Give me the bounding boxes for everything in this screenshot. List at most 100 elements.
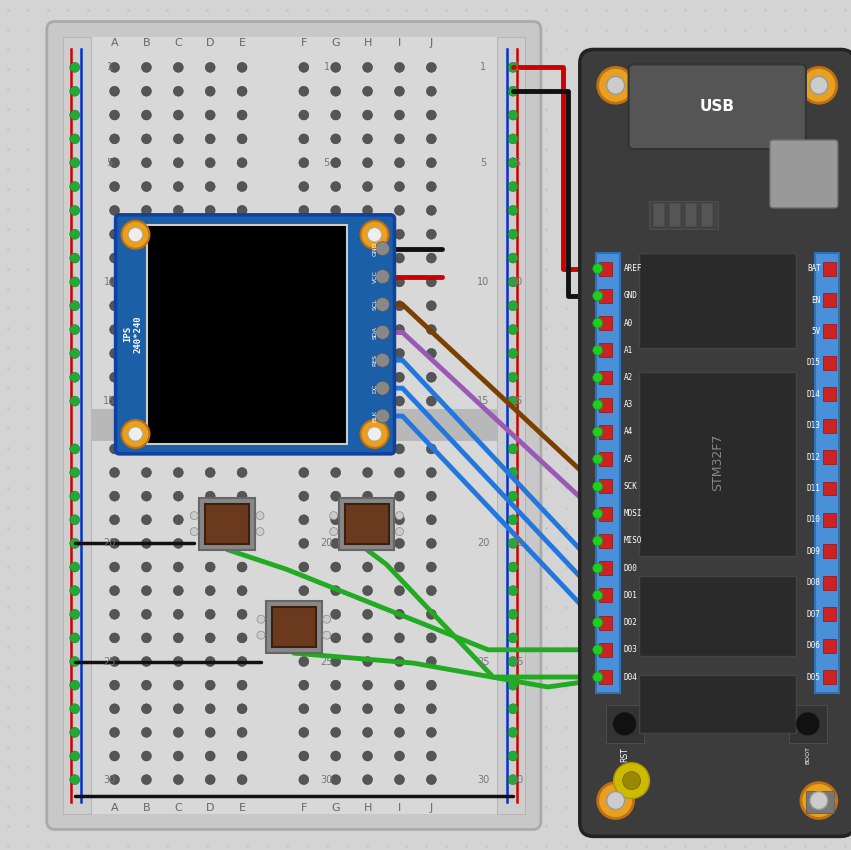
Circle shape	[508, 206, 518, 215]
Text: A: A	[111, 38, 118, 48]
Circle shape	[70, 62, 80, 72]
Text: 1: 1	[514, 62, 520, 72]
Circle shape	[508, 230, 518, 239]
Circle shape	[205, 62, 215, 72]
Circle shape	[363, 728, 373, 737]
Text: D05: D05	[807, 672, 821, 682]
Text: 15: 15	[321, 396, 333, 406]
Circle shape	[174, 538, 183, 548]
Text: 5: 5	[323, 158, 330, 167]
Circle shape	[237, 230, 247, 239]
Text: D14: D14	[807, 390, 821, 399]
Circle shape	[592, 427, 603, 437]
Circle shape	[396, 528, 403, 536]
Circle shape	[256, 528, 264, 536]
Circle shape	[363, 206, 373, 215]
Circle shape	[331, 277, 340, 287]
Circle shape	[426, 728, 437, 737]
Circle shape	[205, 586, 215, 596]
Circle shape	[426, 538, 437, 548]
Text: 25: 25	[321, 656, 333, 666]
Text: D04: D04	[624, 672, 637, 682]
Circle shape	[237, 444, 247, 454]
Text: D01: D01	[624, 591, 637, 600]
Circle shape	[129, 427, 142, 441]
Circle shape	[237, 728, 247, 737]
Circle shape	[205, 538, 215, 548]
Circle shape	[508, 134, 518, 144]
Circle shape	[368, 228, 381, 241]
Text: RES: RES	[373, 354, 378, 366]
Circle shape	[426, 134, 437, 144]
Circle shape	[174, 62, 183, 72]
Circle shape	[237, 751, 247, 761]
Circle shape	[237, 491, 247, 501]
Circle shape	[395, 609, 404, 620]
Circle shape	[375, 326, 390, 339]
Circle shape	[110, 774, 119, 785]
Circle shape	[70, 253, 80, 263]
Circle shape	[174, 230, 183, 239]
Circle shape	[70, 206, 80, 215]
Circle shape	[205, 134, 215, 144]
Circle shape	[426, 656, 437, 666]
Circle shape	[592, 345, 603, 355]
Circle shape	[331, 491, 340, 501]
Text: H: H	[363, 802, 372, 813]
Circle shape	[299, 444, 309, 454]
Circle shape	[508, 751, 518, 761]
Circle shape	[141, 538, 151, 548]
Circle shape	[331, 396, 340, 406]
Circle shape	[508, 538, 518, 548]
Text: D12: D12	[807, 452, 821, 462]
Circle shape	[205, 491, 215, 501]
Text: USB: USB	[700, 99, 734, 114]
FancyBboxPatch shape	[629, 65, 806, 149]
Circle shape	[508, 656, 518, 666]
Circle shape	[508, 444, 518, 454]
Bar	[823, 293, 836, 307]
Text: D00: D00	[624, 564, 637, 573]
Circle shape	[110, 468, 119, 478]
Text: D02: D02	[624, 618, 637, 627]
Circle shape	[141, 774, 151, 785]
Circle shape	[592, 618, 603, 627]
Circle shape	[70, 158, 80, 167]
Circle shape	[70, 230, 80, 239]
Text: 20: 20	[477, 538, 489, 548]
Text: D11: D11	[807, 484, 821, 493]
Text: 1: 1	[106, 62, 112, 72]
Circle shape	[613, 712, 637, 736]
Text: D08: D08	[807, 578, 821, 587]
Circle shape	[508, 633, 518, 643]
Bar	[599, 262, 612, 275]
Circle shape	[205, 110, 215, 120]
Circle shape	[299, 158, 309, 167]
Circle shape	[363, 704, 373, 714]
Circle shape	[395, 491, 404, 501]
Circle shape	[174, 86, 183, 96]
Circle shape	[122, 221, 150, 249]
Circle shape	[141, 444, 151, 454]
Bar	[599, 534, 612, 548]
Circle shape	[395, 468, 404, 478]
Text: BLK: BLK	[373, 410, 378, 422]
Circle shape	[331, 704, 340, 714]
Text: 1: 1	[480, 62, 486, 72]
Circle shape	[395, 206, 404, 215]
Circle shape	[70, 86, 80, 96]
Circle shape	[237, 396, 247, 406]
Circle shape	[331, 609, 340, 620]
Circle shape	[70, 301, 80, 311]
Circle shape	[331, 325, 340, 335]
Circle shape	[205, 656, 215, 666]
Bar	[599, 561, 612, 575]
Circle shape	[205, 444, 215, 454]
Circle shape	[508, 586, 518, 596]
Circle shape	[508, 396, 518, 406]
Circle shape	[426, 396, 437, 406]
Bar	[497, 37, 525, 813]
Circle shape	[174, 206, 183, 215]
Bar	[599, 316, 612, 330]
Circle shape	[395, 538, 404, 548]
